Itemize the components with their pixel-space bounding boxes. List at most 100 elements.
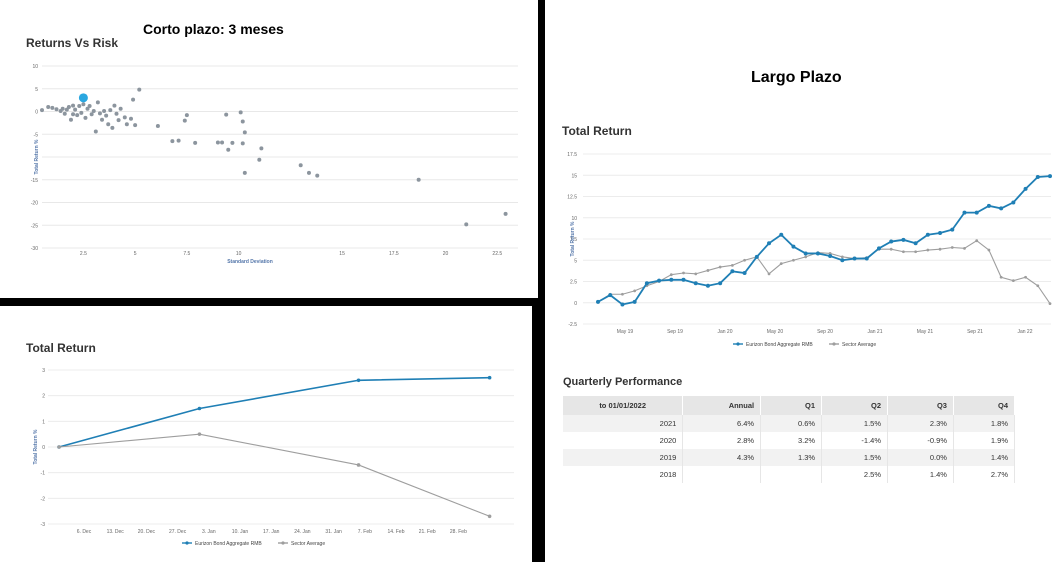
- table-cell: 1.5%: [821, 415, 889, 432]
- series-point: [975, 239, 979, 243]
- scatter-point: [128, 116, 133, 121]
- series-point: [987, 248, 991, 252]
- scatter-point: [73, 107, 78, 112]
- scatter-point: [240, 119, 245, 124]
- series-point: [999, 275, 1003, 279]
- x-tick-label: May 19: [617, 329, 634, 335]
- scatter-point: [89, 112, 94, 117]
- scatter-point: [60, 106, 65, 111]
- scatter-chart: 10 5 0 -5 -15 -20 -25 -30 2.5 5 7.5 10 15 17.5 20 22.5 S…: [31, 64, 518, 265]
- table-cell: 2.5%: [821, 466, 889, 483]
- series-point: [754, 254, 759, 259]
- series-point: [1048, 302, 1052, 305]
- series-point: [197, 432, 202, 436]
- legend-marker: [832, 342, 836, 346]
- series-point: [901, 237, 906, 242]
- column-header: Q3: [887, 396, 954, 415]
- series-point: [356, 463, 361, 467]
- series-point: [633, 289, 637, 293]
- series-point: [197, 406, 202, 411]
- x-tick-label: 7.5: [183, 251, 190, 257]
- series-point: [999, 206, 1004, 211]
- scatter-point: [66, 104, 71, 109]
- series-point: [730, 263, 734, 267]
- returns-vs-risk-panel: Corto plazo: 3 meses Returns Vs Risk 10 5…: [0, 0, 538, 298]
- table-cell: 1.8%: [953, 415, 1016, 432]
- short-term-caption: Corto plazo: 3 meses: [143, 21, 284, 37]
- series-point: [669, 273, 673, 277]
- y-tick-label: 2: [42, 394, 45, 400]
- scatter-point: [259, 146, 264, 151]
- series-point: [742, 271, 747, 275]
- y-tick-label: 1: [42, 419, 45, 425]
- series-point: [730, 269, 735, 274]
- legend-marker: [185, 541, 189, 545]
- x-tick-label: 10. Jan: [232, 529, 249, 535]
- x-tick-label: 24. Jan: [294, 529, 311, 535]
- series-line: [597, 240, 1051, 304]
- y-axis-label: Total Return %: [34, 139, 40, 174]
- scatter-point: [116, 118, 121, 123]
- highlighted-fund-point: [78, 93, 88, 103]
- table-cell: 1.5%: [821, 449, 889, 466]
- scatter-point: [298, 163, 303, 168]
- table-cell: 6.4%: [682, 415, 762, 432]
- series-point: [1024, 275, 1027, 279]
- y-axis-label: Total Return %: [33, 429, 39, 464]
- scatter-point: [220, 140, 225, 145]
- x-tick-label: 28. Feb: [450, 529, 467, 535]
- scatter-point: [110, 125, 115, 130]
- scatter-point: [40, 108, 44, 113]
- scatter-point: [306, 170, 311, 175]
- column-header: Q1: [760, 396, 823, 415]
- x-tick-label: 20. Dec: [138, 529, 156, 535]
- table-cell: 2.8%: [682, 432, 762, 449]
- y-tick-label: -3: [41, 522, 46, 528]
- x-tick-label: 17. Jan: [263, 529, 280, 535]
- series-point: [669, 277, 674, 282]
- scatter-point: [100, 117, 105, 122]
- scatter-point: [184, 113, 189, 118]
- table-cell: 3.2%: [760, 432, 823, 449]
- series-point: [876, 246, 881, 251]
- x-tick-label: 6. Dec: [77, 529, 92, 535]
- long-term-line-chart: 17.5 15 12.5 10 7.5 5 2.5 0 -2.5 May 19 Sep 19 Jan …: [567, 152, 1052, 348]
- series-point: [902, 250, 905, 254]
- scatter-point: [182, 118, 187, 123]
- column-header: to 01/01/2022: [563, 396, 684, 415]
- x-tick-label: 15: [339, 251, 345, 257]
- x-tick-label: Jan 20: [717, 329, 732, 335]
- table-cell: 4.3%: [682, 449, 762, 466]
- x-tick-label: 27. Dec: [169, 529, 187, 535]
- scatter-point: [81, 102, 86, 107]
- y-tick-label: -30: [31, 246, 38, 252]
- y-tick-label: -20: [31, 201, 38, 207]
- scatter-point: [97, 111, 102, 116]
- series-point: [792, 258, 795, 262]
- table-cell: 1.3%: [760, 449, 823, 466]
- series-point: [767, 272, 771, 276]
- scatter-point: [226, 147, 231, 152]
- series-point: [913, 241, 918, 246]
- y-tick-label: 15: [571, 173, 577, 179]
- series-point: [925, 232, 930, 237]
- long-term-chart-title: Total Return: [562, 124, 632, 138]
- y-tick-label: 17.5: [567, 152, 577, 158]
- scatter-point: [112, 103, 117, 108]
- table-cell: -1.4%: [821, 432, 889, 449]
- scatter-point: [64, 107, 69, 112]
- y-tick-label: 7.5: [570, 237, 577, 243]
- series-point: [962, 210, 967, 215]
- y-tick-label: -2: [41, 496, 46, 502]
- legend-label: Eurizon Bond Aggregate RMB: [746, 342, 813, 348]
- y-tick-label: 0: [574, 301, 577, 307]
- series-point: [1011, 200, 1016, 205]
- scatter-point: [62, 111, 67, 116]
- x-axis-label: Standard Deviation: [227, 259, 273, 265]
- series-point: [938, 247, 942, 251]
- series-point: [779, 262, 783, 266]
- scatter-point: [230, 140, 235, 145]
- quarterly-performance-table: to 01/01/2022 Annual Q1 Q2 Q3 Q4 2021 6.4% 0.6%…: [563, 396, 1016, 483]
- series-point: [620, 302, 625, 307]
- scatter-point: [464, 222, 469, 227]
